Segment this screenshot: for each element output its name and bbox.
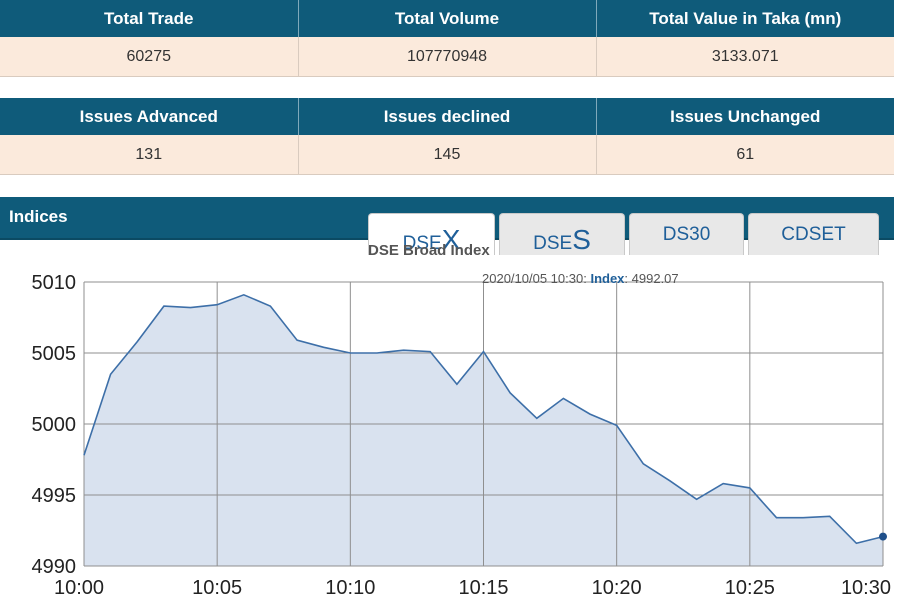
y-tick-label: 4990 — [32, 556, 77, 578]
tab-ds30-label: DS30 — [662, 224, 711, 245]
issues-advanced-value: 131 — [0, 135, 299, 175]
tooltip-datetime: 2020/10/05 10:30: — [482, 271, 587, 286]
summary-table: Total Trade Total Volume Total Value in … — [0, 0, 894, 77]
x-tick-label: 10:05 — [192, 577, 242, 599]
total-value-value: 3133.071 — [596, 37, 894, 77]
issues-unchanged-header: Issues Unchanged — [596, 98, 894, 135]
chart-tooltip: 2020/10/05 10:30: Index: 4992.07 — [482, 271, 679, 286]
y-tick-label: 5000 — [32, 414, 77, 436]
tooltip-label: Index — [590, 271, 625, 286]
x-tick-label: 10:20 — [592, 577, 642, 599]
tab-dsex-prefix: DSE — [402, 233, 442, 254]
y-tick-label: 5005 — [32, 343, 77, 365]
tab-dsex-suffix: X — [441, 224, 461, 255]
total-trade-value: 60275 — [0, 37, 299, 77]
chart-title: DSE Broad Index — [368, 242, 490, 259]
total-value-header: Total Value in Taka (mn) — [596, 0, 894, 37]
y-tick-label: 4995 — [32, 485, 77, 507]
tab-dsex[interactable]: DSEX — [368, 213, 495, 255]
tab-cdset[interactable]: CDSET — [748, 213, 879, 255]
y-tick-label: 5010 — [32, 272, 77, 294]
tab-dses[interactable]: DSES — [499, 213, 625, 255]
x-tick-label: 10:15 — [458, 577, 508, 599]
data-point — [879, 532, 887, 541]
series-line — [83, 293, 884, 545]
issues-declined-value: 145 — [298, 135, 597, 175]
tab-dses-prefix: DSE — [533, 233, 573, 254]
total-volume-header: Total Volume — [298, 0, 597, 37]
x-tick-label: 10:30 — [841, 577, 891, 599]
issues-unchanged-value: 61 — [596, 135, 894, 175]
total-volume-value: 107770948 — [298, 37, 597, 77]
tab-ds30[interactable]: DS30 — [629, 213, 744, 255]
x-tick-label: 10:00 — [54, 577, 104, 599]
indices-title: Indices — [9, 207, 68, 226]
issues-table: Issues Advanced Issues declined Issues U… — [0, 98, 894, 175]
tab-cdset-label: CDSET — [781, 224, 846, 245]
total-trade-header: Total Trade — [0, 0, 299, 37]
x-tick-label: 10:25 — [725, 577, 775, 599]
issues-advanced-header: Issues Advanced — [0, 98, 299, 135]
summary-value-row: 60275 107770948 3133.071 — [0, 37, 894, 77]
tooltip-value: : 4992.07 — [624, 271, 679, 286]
issues-declined-header: Issues declined — [298, 98, 597, 135]
issues-value-row: 131 145 61 — [0, 135, 894, 175]
tab-dses-suffix: S — [572, 224, 591, 255]
summary-header-row: Total Trade Total Volume Total Value in … — [0, 0, 894, 37]
x-tick-label: 10:10 — [325, 577, 375, 599]
issues-header-row: Issues Advanced Issues declined Issues U… — [0, 98, 894, 135]
